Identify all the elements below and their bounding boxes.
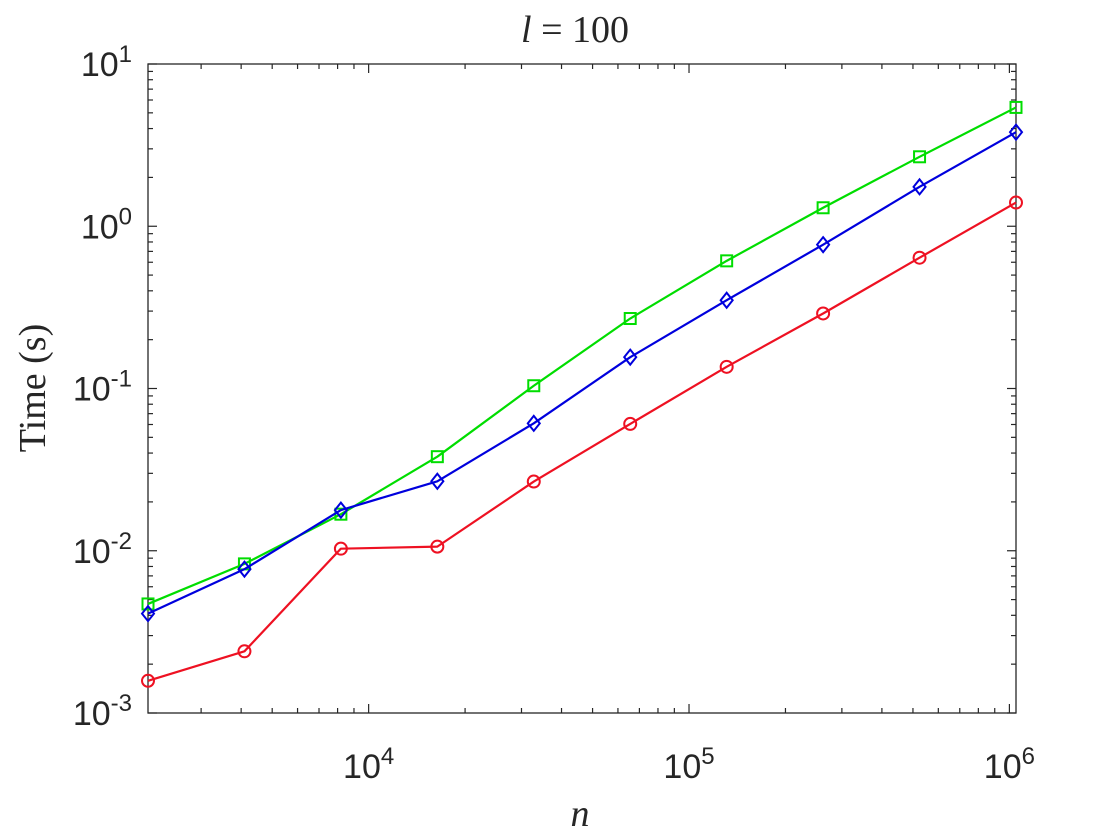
series-line-circle	[147, 201, 1017, 682]
data-point-diamond	[430, 472, 445, 491]
data-point-circle	[141, 673, 155, 688]
data-point-circle	[1009, 195, 1023, 210]
x-tick-label: 106	[984, 743, 1035, 786]
data-point-diamond	[333, 501, 349, 520]
data-point-circle	[912, 250, 927, 265]
data-point-diamond	[719, 291, 734, 310]
y-tick-label: 101	[81, 41, 132, 84]
y-tick-label-base: 10	[73, 695, 111, 733]
data-point-square	[1009, 100, 1023, 114]
data-point-circle	[526, 474, 541, 489]
data-point-diamond	[815, 235, 831, 254]
y-tick-label-exponent: 1	[119, 41, 132, 68]
data-point-diamond	[622, 348, 638, 367]
data-point-square	[527, 379, 541, 393]
data-point-square	[623, 312, 637, 326]
x-tick-label-exponent: 4	[381, 743, 394, 770]
data-point-square	[141, 597, 155, 611]
y-tick-label-base: 10	[73, 371, 111, 409]
chart-title-value: = 100	[532, 9, 629, 51]
data-point-diamond	[237, 560, 252, 579]
data-point-square	[816, 201, 830, 215]
x-tick-label-base: 10	[984, 748, 1022, 786]
data-point-circle	[430, 539, 445, 554]
y-tick-label-exponent: -1	[111, 366, 132, 393]
chart-title-variable: l	[521, 9, 532, 51]
data-point-circle	[237, 644, 252, 659]
y-tick-label-base: 10	[81, 208, 119, 246]
x-tick-label-base: 10	[343, 748, 381, 786]
x-axis-label: n	[571, 793, 590, 835]
series-diamond	[140, 123, 1024, 623]
y-tick-label-base: 10	[81, 46, 119, 84]
data-point-diamond	[912, 177, 927, 196]
y-tick-label-base: 10	[73, 533, 111, 571]
series-line-diamond	[147, 131, 1017, 615]
x-tick-label: 105	[663, 743, 714, 786]
data-point-square	[430, 450, 444, 464]
data-point-square	[720, 254, 734, 268]
y-tick-label: 10-1	[73, 366, 132, 409]
x-tick-label: 104	[343, 743, 394, 786]
data-point-circle	[623, 416, 638, 431]
y-tick-label-exponent: 0	[119, 203, 132, 230]
x-tick-label-base: 10	[663, 748, 701, 786]
x-tick-label-exponent: 6	[1022, 743, 1035, 770]
y-tick-label: 100	[81, 203, 132, 246]
axes-box	[147, 63, 1017, 714]
y-tick-label-exponent: -3	[111, 690, 132, 717]
data-point-circle	[333, 541, 348, 556]
data-point-diamond	[1008, 123, 1024, 142]
x-tick-label-exponent: 5	[701, 743, 714, 770]
data-point-circle	[719, 359, 734, 374]
data-point-circle	[816, 306, 831, 321]
chart-title: l = 100	[521, 9, 629, 51]
data-point-diamond	[526, 414, 542, 433]
y-tick-label: 10-3	[73, 690, 132, 733]
y-axis-label: Time (s)	[12, 324, 54, 452]
data-point-diamond	[140, 604, 156, 623]
data-point-square	[913, 150, 927, 164]
y-tick-label-exponent: -2	[111, 528, 132, 555]
series-circle	[141, 195, 1023, 688]
y-tick-label: 10-2	[73, 528, 132, 571]
